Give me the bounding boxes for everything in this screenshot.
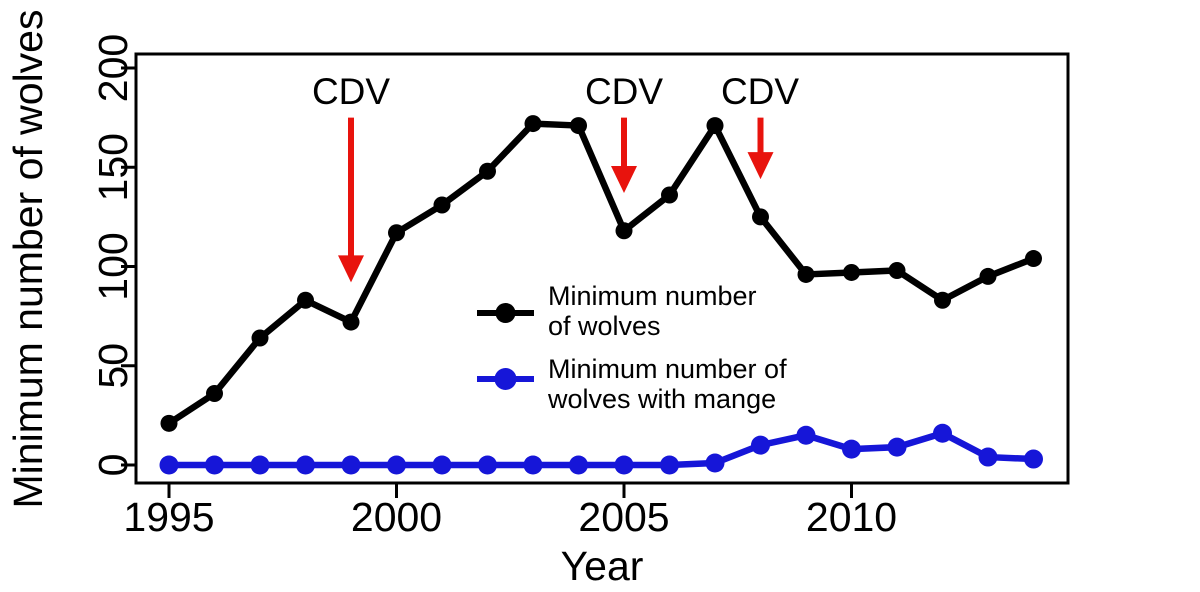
data-point <box>569 455 588 475</box>
data-point <box>342 313 360 331</box>
legend-item-wolves: Minimum number of wolves <box>477 281 757 341</box>
data-point <box>706 117 724 135</box>
y-tick-label-100: 100 <box>90 232 136 300</box>
data-point <box>1025 250 1042 268</box>
data-point <box>797 265 815 283</box>
data-point <box>297 291 314 309</box>
data-point <box>479 162 496 180</box>
data-point <box>660 455 679 475</box>
data-point <box>296 455 315 475</box>
legend-label-wolves-line1: Minimum number <box>548 281 757 311</box>
data-point <box>433 196 451 214</box>
data-point <box>341 455 361 475</box>
data-point <box>751 435 770 455</box>
data-point <box>388 224 405 242</box>
y-axis-tick-labels: 0 50 100 150 200 <box>90 34 136 477</box>
data-point <box>888 261 906 279</box>
data-point <box>979 267 997 285</box>
x-tick-label-2005: 2005 <box>578 494 669 540</box>
y-axis-ticks <box>121 66 136 467</box>
data-point <box>1024 449 1043 469</box>
data-point <box>887 437 907 457</box>
data-point <box>661 186 678 204</box>
y-axis-title: Minimum number of wolves <box>5 10 51 509</box>
data-point <box>205 455 224 475</box>
data-point <box>796 425 816 445</box>
series-mange <box>159 423 1043 475</box>
x-axis-title: Year <box>561 543 644 589</box>
data-point <box>705 453 725 473</box>
x-tick-label-1995: 1995 <box>123 494 214 540</box>
data-point <box>478 455 497 475</box>
y-tick-label-0: 0 <box>90 454 136 477</box>
data-point <box>843 263 860 281</box>
data-point <box>615 222 633 240</box>
cdv-arrow-2008 <box>747 117 774 180</box>
legend-label-mange-line2: wolves with mange <box>547 384 776 414</box>
series-wolves <box>160 115 1042 432</box>
data-point <box>160 414 178 432</box>
arrow-head-icon <box>338 255 364 283</box>
data-point <box>524 115 542 133</box>
data-point <box>842 439 861 459</box>
data-point <box>614 455 634 475</box>
legend-item-mange: Minimum number of wolves with mange <box>477 354 787 414</box>
legend-marker-mange <box>494 368 517 390</box>
data-point <box>159 455 179 475</box>
arrow-head-icon <box>611 166 637 194</box>
x-tick-label-2010: 2010 <box>806 494 897 540</box>
cdv-arrow-2005 <box>611 117 637 194</box>
series-layer <box>159 115 1043 475</box>
plot-frame <box>134 52 1070 485</box>
cdv-labels: CDV CDV CDV <box>312 71 799 112</box>
x-axis-ticks <box>167 483 853 498</box>
cdv-label-1999: CDV <box>312 71 390 112</box>
y-tick-label-200: 200 <box>90 34 136 102</box>
cdv-label-2005: CDV <box>585 71 663 112</box>
x-axis-tick-labels: 1995 2000 2005 2010 <box>123 494 897 540</box>
data-point <box>752 208 769 226</box>
data-point <box>933 423 952 443</box>
cdv-label-2008: CDV <box>721 71 799 112</box>
data-point <box>206 385 223 403</box>
data-point <box>523 455 543 475</box>
x-tick-label-2000: 2000 <box>351 494 442 540</box>
legend: Minimum number of wolves Minimum number … <box>477 281 787 414</box>
data-point <box>387 455 406 475</box>
legend-label-mange-line1: Minimum number of <box>548 354 787 384</box>
y-tick-label-50: 50 <box>90 343 136 389</box>
data-point <box>978 447 998 467</box>
data-point <box>251 329 269 347</box>
legend-marker-wolves <box>495 303 516 323</box>
legend-label-wolves-line2: of wolves <box>548 311 661 341</box>
data-point <box>570 117 587 135</box>
cdv-arrow-layer <box>338 117 774 283</box>
data-point <box>250 455 270 475</box>
data-point <box>432 455 452 475</box>
cdv-arrow-1999 <box>338 117 364 283</box>
y-tick-label-150: 150 <box>90 133 136 201</box>
data-point <box>934 291 951 309</box>
arrow-head-icon <box>747 152 774 180</box>
